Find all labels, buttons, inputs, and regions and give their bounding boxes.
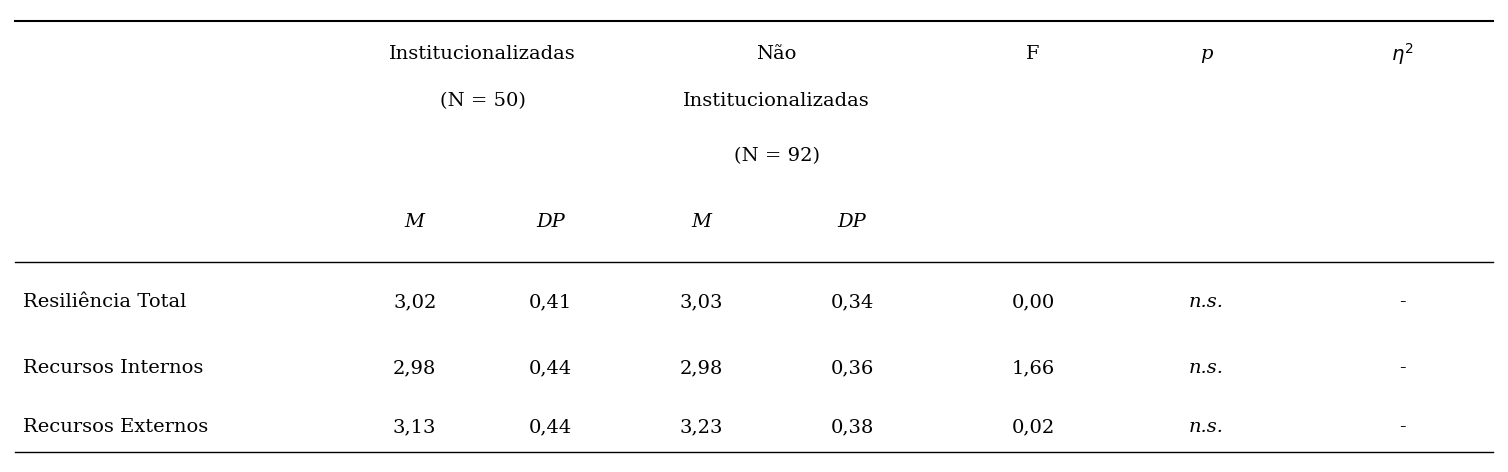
Text: 0,02: 0,02 xyxy=(1012,418,1054,436)
Text: (N = 92): (N = 92) xyxy=(733,147,820,165)
Text: (N = 50): (N = 50) xyxy=(440,93,525,110)
Text: DP: DP xyxy=(535,213,566,231)
Text: M: M xyxy=(691,213,712,231)
Text: Institucionalizadas: Institucionalizadas xyxy=(389,45,576,63)
Text: p: p xyxy=(1200,45,1212,63)
Text: n.s.: n.s. xyxy=(1188,359,1224,377)
Text: 3,13: 3,13 xyxy=(394,418,436,436)
Text: 0,00: 0,00 xyxy=(1012,293,1054,311)
Text: 0,38: 0,38 xyxy=(831,418,873,436)
Text: M: M xyxy=(404,213,425,231)
Text: 2,98: 2,98 xyxy=(394,359,436,377)
Text: 3,02: 3,02 xyxy=(394,293,436,311)
Text: Resiliência Total: Resiliência Total xyxy=(23,293,185,311)
Text: F: F xyxy=(1027,45,1039,63)
Text: Não: Não xyxy=(757,45,796,63)
Text: Recursos Internos: Recursos Internos xyxy=(23,359,204,377)
Text: 0,44: 0,44 xyxy=(529,418,572,436)
Text: 0,41: 0,41 xyxy=(529,293,572,311)
Text: Recursos Externos: Recursos Externos xyxy=(23,418,208,436)
Text: -: - xyxy=(1399,293,1405,311)
Text: 0,34: 0,34 xyxy=(831,293,873,311)
Text: 2,98: 2,98 xyxy=(680,359,722,377)
Text: -: - xyxy=(1399,418,1405,436)
Text: 3,03: 3,03 xyxy=(680,293,722,311)
Text: DP: DP xyxy=(837,213,867,231)
Text: 3,23: 3,23 xyxy=(680,418,722,436)
Text: -: - xyxy=(1399,359,1405,377)
Text: 0,36: 0,36 xyxy=(831,359,873,377)
Text: $\eta^2$: $\eta^2$ xyxy=(1392,42,1413,67)
Text: Institucionalizadas: Institucionalizadas xyxy=(683,93,870,110)
Text: 1,66: 1,66 xyxy=(1012,359,1054,377)
Text: n.s.: n.s. xyxy=(1188,418,1224,436)
Text: 0,44: 0,44 xyxy=(529,359,572,377)
Text: n.s.: n.s. xyxy=(1188,293,1224,311)
